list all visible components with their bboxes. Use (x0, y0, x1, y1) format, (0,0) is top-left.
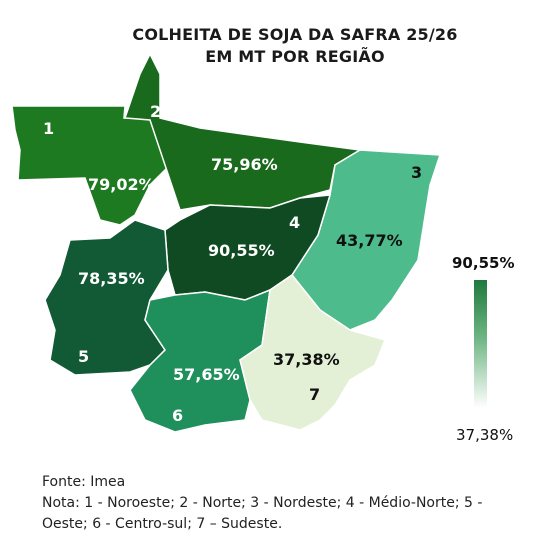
source-text: Fonte: Imea (42, 474, 126, 490)
region-2-value: 75,96% (211, 155, 278, 174)
region-4-number: 4 (289, 213, 300, 232)
region-1-value: 79,02% (88, 175, 155, 194)
region-3-value: 43,77% (336, 231, 403, 250)
map-title: COLHEITA DE SOJA DA SAFRA 25/26 EM MT PO… (0, 24, 543, 68)
region-3-number: 3 (411, 163, 422, 182)
legend-min-label: 37,38% (456, 426, 514, 444)
region-7-number: 7 (309, 385, 320, 404)
legend-max-label: 90,55% (452, 254, 515, 272)
region-5-value: 78,35% (78, 269, 145, 288)
region-1-number: 1 (43, 119, 54, 138)
region-4-value: 90,55% (208, 241, 275, 260)
region-5-number: 5 (78, 347, 89, 366)
footnotes: Fonte: Imea Nota: 1 - Noroeste; 2 - Nort… (42, 472, 522, 535)
note-line-1: Nota: 1 - Noroeste; 2 - Norte; 3 - Norde… (42, 495, 483, 511)
region-5-oeste[interactable] (44, 219, 169, 376)
region-7-value: 37,38% (273, 350, 340, 369)
legend-color-scale (474, 280, 487, 408)
region-2-norte[interactable] (123, 52, 363, 211)
region-7-sudeste[interactable] (239, 273, 387, 431)
region-6-number: 6 (172, 406, 183, 425)
region-6-centro-sul[interactable] (129, 288, 271, 433)
region-6-value: 57,65% (173, 365, 240, 384)
region-2-number: 2 (150, 102, 161, 121)
title-line-2: EM MT POR REGIÃO (205, 47, 385, 66)
region-1-noroeste[interactable] (11, 105, 171, 226)
title-line-1: COLHEITA DE SOJA DA SAFRA 25/26 (132, 25, 458, 44)
note-line-2: Oeste; 6 - Centro-sul; 7 – Sudeste. (42, 516, 283, 532)
